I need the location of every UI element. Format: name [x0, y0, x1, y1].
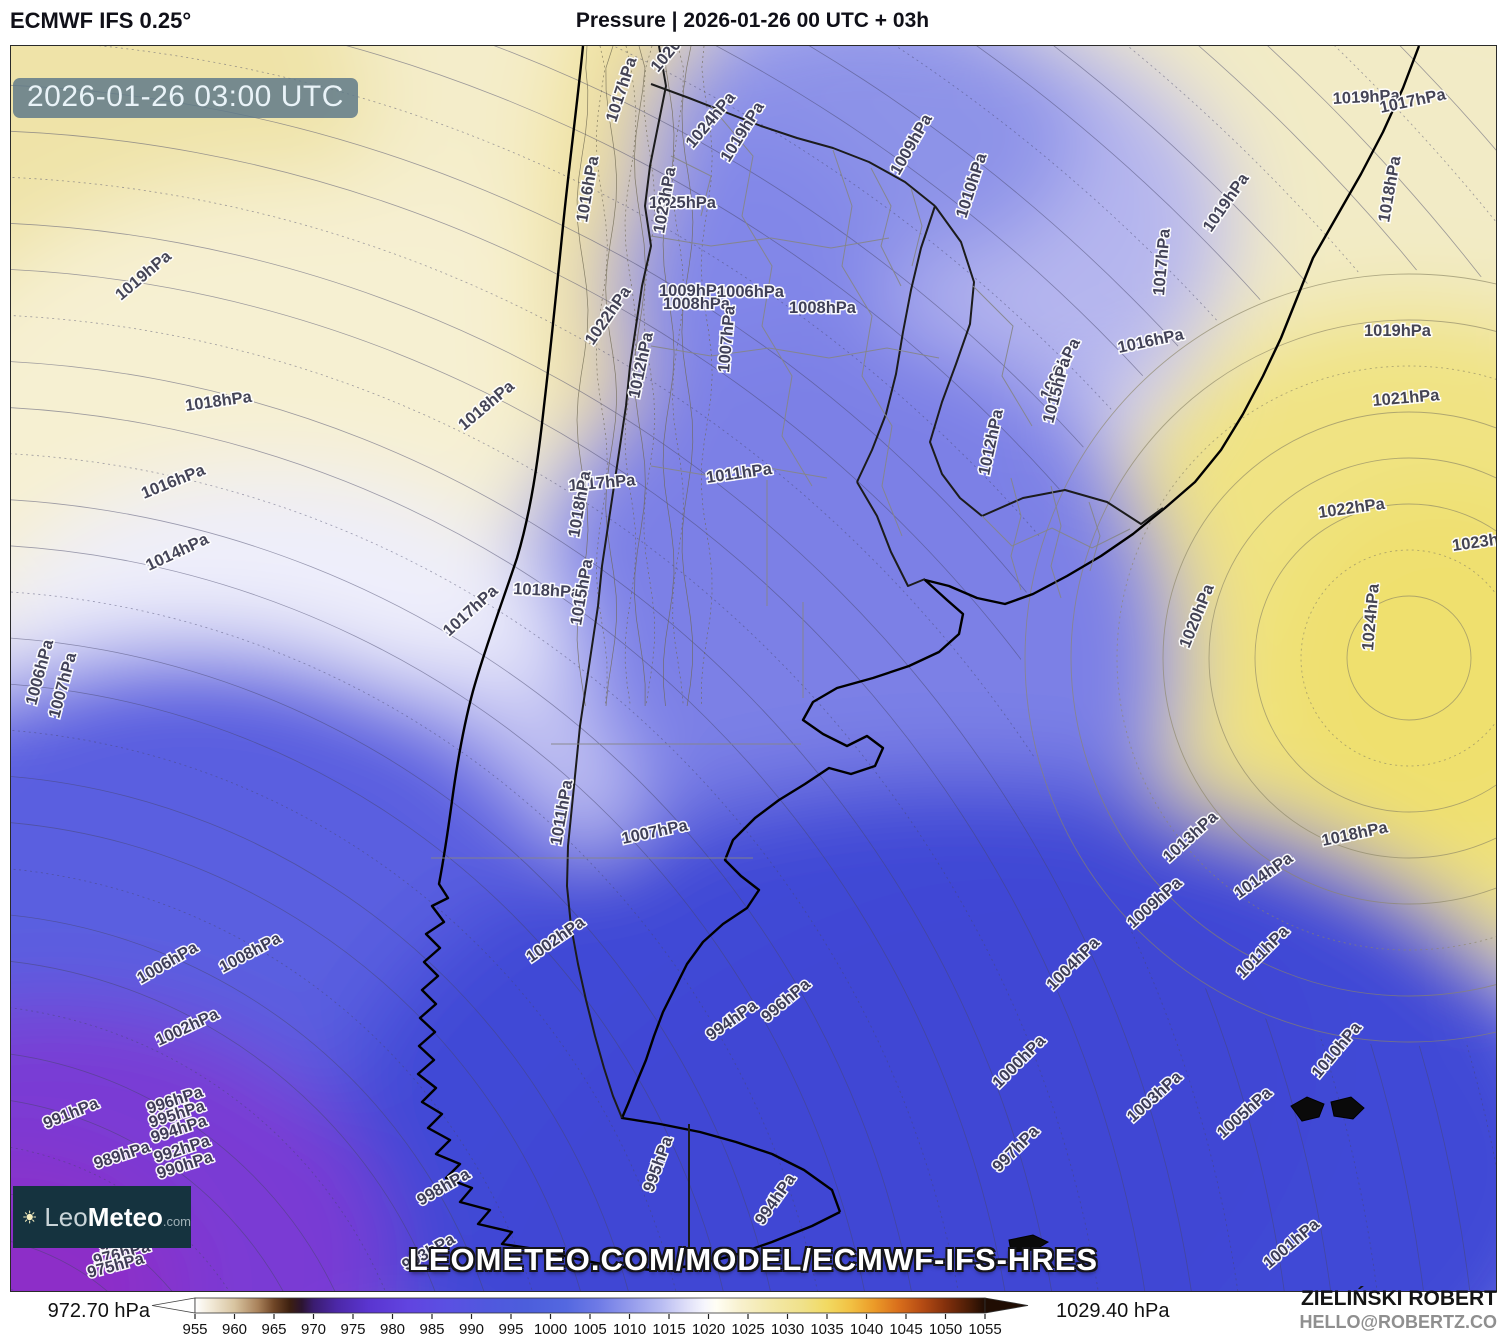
- coastlines: [416, 46, 1421, 1272]
- colorbar-gradient-bar: [194, 1297, 986, 1314]
- colorbar-tick-label: 960: [222, 1321, 247, 1338]
- contour-line: [672, 46, 684, 707]
- colorbar-tick-label: 965: [261, 1321, 286, 1338]
- colorbar-tick-label: 1050: [929, 1321, 962, 1338]
- colorbar-tick-label: 990: [459, 1321, 484, 1338]
- contour-line: [1162, 411, 1496, 905]
- colorbar-tick-label: 1055: [968, 1321, 1001, 1338]
- colorbar-tick-label: 1005: [573, 1321, 606, 1338]
- colorbar-tick-label: 1020: [692, 1321, 725, 1338]
- colorbar: 955 960 965 970 975 980 985 990 995 1000 1005 1010 1…: [151, 1297, 1029, 1338]
- contour-line: [576, 46, 589, 707]
- contour-line: [681, 46, 694, 707]
- contour-line: [643, 46, 656, 707]
- contour-line: [634, 46, 646, 706]
- sun-icon: [23, 1210, 37, 1224]
- colorbar-ticks: 955 960 965 970 975 980 985 990 995 1000 1005 1010 1…: [182, 1314, 1002, 1338]
- colorbar-tick-label: 1035: [810, 1321, 843, 1338]
- timestamp-badge: 2026-01-26 03:00 UTC: [13, 78, 358, 118]
- pressure-label: 1009hPa: [659, 282, 727, 300]
- colorbar-tick-label: 1030: [771, 1321, 804, 1338]
- contour-line: [1208, 457, 1496, 859]
- contour-line: [1346, 595, 1472, 721]
- pressure-label: 1019hPa: [1364, 322, 1432, 340]
- colorbar-tick-label: 970: [301, 1321, 326, 1338]
- pressure-map-canvas: 1019hPa1018hPa1016hPa1014hPa1006hPa1007h…: [11, 46, 1496, 1291]
- contour-lines-high: [1024, 273, 1496, 1043]
- logo-text: LeoMeteo.com: [44, 1201, 191, 1232]
- contour-lines-andes: [576, 46, 713, 707]
- contour-line: [662, 46, 675, 707]
- pressure-label: 1017hPa: [1150, 227, 1174, 296]
- admin-borders: [431, 105, 1131, 859]
- pressure-color-field: [11, 46, 1496, 1291]
- pressure-label: 1018hPa: [513, 580, 582, 602]
- contour-line: [624, 46, 637, 707]
- pressure-label: 1019hPa: [1332, 86, 1401, 108]
- colorbar-tick-label: 1025: [731, 1321, 764, 1338]
- leometeo-logo: LeoMeteo.com: [13, 1186, 191, 1248]
- colorbar-tick-label: 975: [340, 1321, 365, 1338]
- pressure-map: 1019hPa 1018hPa 1016hPa 1014hPa 1006hPa 1007h…: [10, 45, 1497, 1292]
- colorbar-tick-label: 955: [182, 1321, 207, 1338]
- model-name: ECMWF IFS 0.25°: [10, 8, 192, 33]
- colorbar-tick-label: 985: [419, 1321, 444, 1338]
- colorbar-tick-label: 1010: [613, 1321, 646, 1338]
- pressure-label: 1008hPa: [663, 295, 731, 313]
- colorbar-left-arrow: [151, 1297, 196, 1314]
- page-title: Pressure | 2026-01-26 00 UTC + 03h: [575, 9, 930, 32]
- colorbar-min-label: 972.70 hPa: [47, 1300, 150, 1322]
- contour-line: [595, 46, 608, 707]
- colorbar-tick-label: 1040: [850, 1321, 883, 1338]
- pressure-label: 1008hPa: [789, 299, 857, 317]
- colorbar-tick-label: 995: [498, 1321, 523, 1338]
- colorbar-tick-label: 980: [380, 1321, 405, 1338]
- pressure-label: 1025hPa: [649, 194, 717, 212]
- colorbar-max-label: 1029.40 hPa: [1056, 1300, 1170, 1322]
- contour-line: [1254, 503, 1496, 813]
- contour-line: [1070, 319, 1496, 997]
- pressure-label: 1024hPa: [1359, 582, 1383, 651]
- colorbar-tick-label: 1015: [652, 1321, 685, 1338]
- contour-line: [700, 46, 713, 707]
- country-borders: [566, 46, 1164, 1260]
- contour-line: [1116, 365, 1496, 951]
- watermark-text: LEOMETEO.COM/MODEL/ECMWF-IFS-HRES: [408, 1242, 1099, 1277]
- colorbar-right-arrow: [984, 1297, 1029, 1314]
- colorbar-tick-label: 1045: [889, 1321, 922, 1338]
- author-contact: HELLO@ROBERTZ.CO: [1299, 1312, 1497, 1332]
- colorbar-tick-label: 1000: [534, 1321, 567, 1338]
- pressure-label: 1006hPa: [717, 283, 785, 301]
- contour-line: [1024, 273, 1496, 1043]
- contour-line: [605, 46, 618, 707]
- author-name: ZIELIŃSKI ROBERT: [1300, 1287, 1497, 1310]
